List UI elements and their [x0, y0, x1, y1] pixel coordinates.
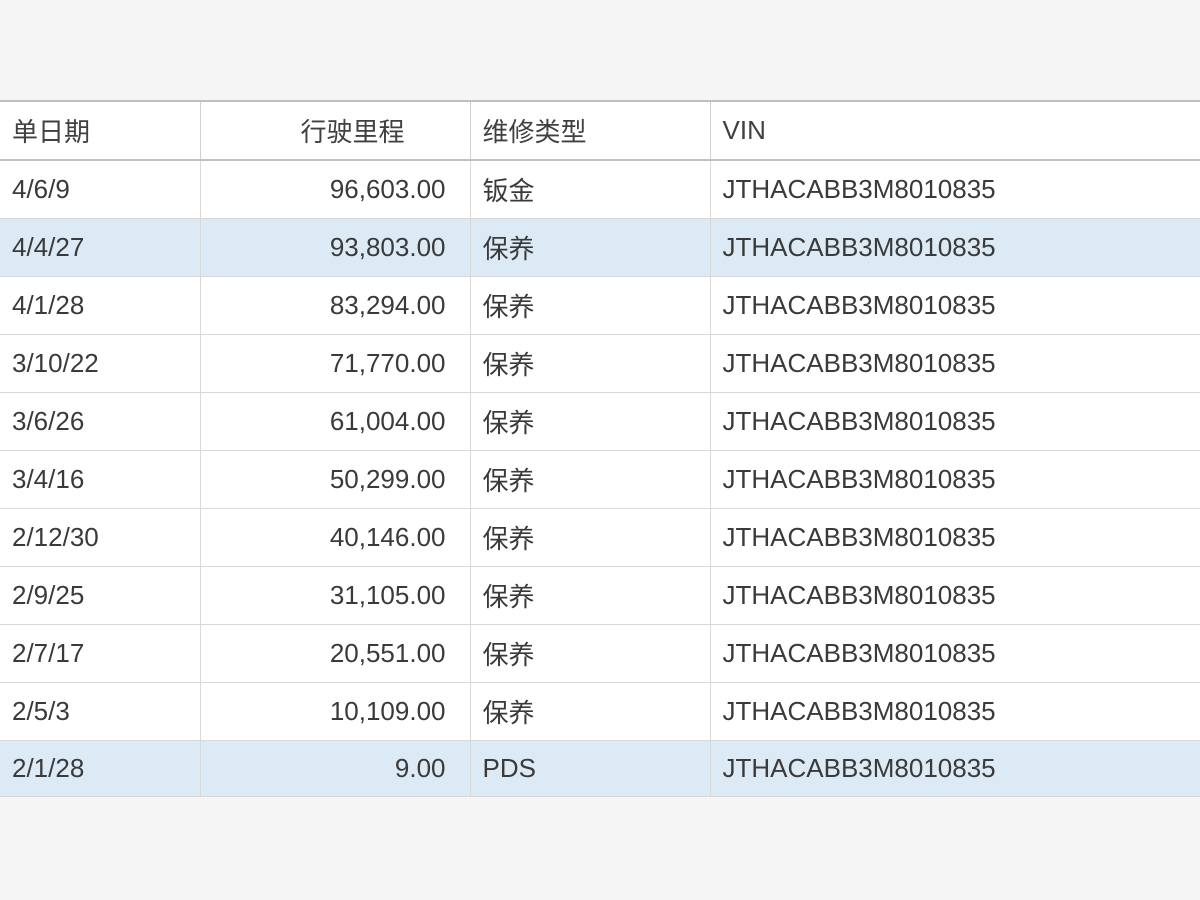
cell-date: 2/5/3: [0, 683, 200, 741]
cell-mileage: 96,603.00: [200, 160, 470, 219]
table-header: 单日期 行驶里程 维修类型 VIN: [0, 101, 1200, 160]
cell-mileage: 9.00: [200, 741, 470, 797]
table-row[interactable]: 3/10/2271,770.00保养JTHACABB3M8010835: [0, 335, 1200, 393]
table-row[interactable]: 2/5/310,109.00保养JTHACABB3M8010835: [0, 683, 1200, 741]
cell-mileage: 93,803.00: [200, 219, 470, 277]
table-row[interactable]: 4/1/2883,294.00保养JTHACABB3M8010835: [0, 277, 1200, 335]
cell-date: 4/6/9: [0, 160, 200, 219]
cell-date: 3/10/22: [0, 335, 200, 393]
cell-mileage: 71,770.00: [200, 335, 470, 393]
column-header-type[interactable]: 维修类型: [470, 101, 710, 160]
cell-type: 保养: [470, 683, 710, 741]
cell-mileage: 40,146.00: [200, 509, 470, 567]
cell-vin: JTHACABB3M8010835: [710, 451, 1200, 509]
cell-type: 钣金: [470, 160, 710, 219]
cell-mileage: 31,105.00: [200, 567, 470, 625]
cell-vin: JTHACABB3M8010835: [710, 335, 1200, 393]
table-row[interactable]: 3/6/2661,004.00保养JTHACABB3M8010835: [0, 393, 1200, 451]
cell-type: PDS: [470, 741, 710, 797]
cell-date: 3/6/26: [0, 393, 200, 451]
column-header-vin[interactable]: VIN: [710, 101, 1200, 160]
cell-mileage: 50,299.00: [200, 451, 470, 509]
maintenance-records-table: 单日期 行驶里程 维修类型 VIN 4/6/996,603.00钣金JTHACA…: [0, 100, 1200, 797]
table-body: 4/6/996,603.00钣金JTHACABB3M80108354/4/279…: [0, 160, 1200, 797]
cell-vin: JTHACABB3M8010835: [710, 160, 1200, 219]
cell-type: 保养: [470, 509, 710, 567]
cell-date: 3/4/16: [0, 451, 200, 509]
cell-date: 2/12/30: [0, 509, 200, 567]
cell-vin: JTHACABB3M8010835: [710, 683, 1200, 741]
table-row[interactable]: 4/6/996,603.00钣金JTHACABB3M8010835: [0, 160, 1200, 219]
table-row[interactable]: 2/9/2531,105.00保养JTHACABB3M8010835: [0, 567, 1200, 625]
column-header-date[interactable]: 单日期: [0, 101, 200, 160]
cell-vin: JTHACABB3M8010835: [710, 509, 1200, 567]
cell-vin: JTHACABB3M8010835: [710, 567, 1200, 625]
table-row[interactable]: 3/4/1650,299.00保养JTHACABB3M8010835: [0, 451, 1200, 509]
cell-date: 4/4/27: [0, 219, 200, 277]
cell-mileage: 83,294.00: [200, 277, 470, 335]
cell-vin: JTHACABB3M8010835: [710, 625, 1200, 683]
table-row[interactable]: 2/1/289.00PDSJTHACABB3M8010835: [0, 741, 1200, 797]
cell-vin: JTHACABB3M8010835: [710, 393, 1200, 451]
cell-type: 保养: [470, 335, 710, 393]
cell-vin: JTHACABB3M8010835: [710, 219, 1200, 277]
cell-type: 保养: [470, 625, 710, 683]
cell-vin: JTHACABB3M8010835: [710, 741, 1200, 797]
column-header-mileage[interactable]: 行驶里程: [200, 101, 470, 160]
table-row[interactable]: 2/12/3040,146.00保养JTHACABB3M8010835: [0, 509, 1200, 567]
header-row: 单日期 行驶里程 维修类型 VIN: [0, 101, 1200, 160]
cell-type: 保养: [470, 451, 710, 509]
cell-type: 保养: [470, 219, 710, 277]
cell-date: 2/7/17: [0, 625, 200, 683]
cell-date: 4/1/28: [0, 277, 200, 335]
cell-type: 保养: [470, 277, 710, 335]
cell-date: 2/1/28: [0, 741, 200, 797]
cell-date: 2/9/25: [0, 567, 200, 625]
cell-type: 保养: [470, 393, 710, 451]
app-container: 单日期 行驶里程 维修类型 VIN 4/6/996,603.00钣金JTHACA…: [0, 0, 1200, 900]
cell-mileage: 10,109.00: [200, 683, 470, 741]
cell-mileage: 61,004.00: [200, 393, 470, 451]
table-row[interactable]: 2/7/1720,551.00保养JTHACABB3M8010835: [0, 625, 1200, 683]
cell-type: 保养: [470, 567, 710, 625]
cell-vin: JTHACABB3M8010835: [710, 277, 1200, 335]
table-row[interactable]: 4/4/2793,803.00保养JTHACABB3M8010835: [0, 219, 1200, 277]
cell-mileage: 20,551.00: [200, 625, 470, 683]
